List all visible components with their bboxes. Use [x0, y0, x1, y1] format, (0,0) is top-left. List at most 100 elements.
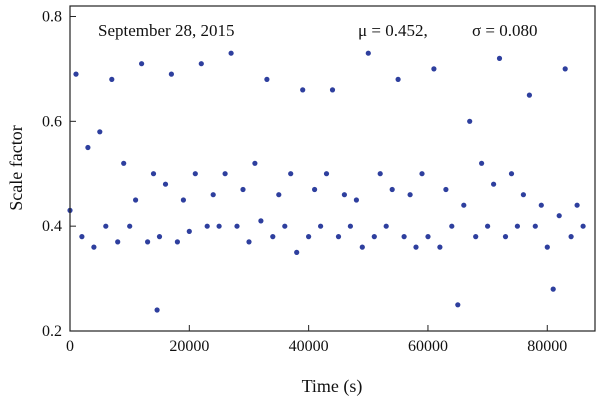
data-point — [300, 87, 306, 93]
data-point — [502, 234, 509, 240]
data-point — [377, 171, 383, 177]
data-point — [318, 223, 324, 229]
data-point — [401, 234, 407, 240]
data-point — [210, 192, 216, 198]
data-point — [389, 186, 395, 193]
data-point — [168, 71, 174, 77]
x-tick-label: 40000 — [289, 338, 329, 355]
data-point — [341, 192, 347, 198]
data-point — [455, 302, 461, 308]
data-point — [133, 197, 139, 203]
data-point — [204, 223, 210, 229]
y-tick-label: 0.8 — [42, 8, 62, 25]
data-points — [67, 50, 586, 313]
data-point — [425, 234, 431, 240]
data-point — [97, 129, 103, 135]
data-point — [192, 171, 198, 177]
data-point — [323, 171, 330, 177]
data-point — [526, 92, 533, 98]
data-point — [538, 202, 544, 208]
data-point — [294, 249, 300, 255]
data-point — [162, 181, 169, 187]
data-point — [544, 244, 550, 250]
data-point — [174, 239, 180, 245]
data-point — [246, 239, 252, 245]
y-axis-label: Scale factor — [6, 125, 26, 210]
annotation-mu: μ = 0.452, — [358, 21, 428, 40]
data-point — [109, 76, 115, 82]
plot-frame — [69, 5, 596, 332]
x-axis-label: Time (s) — [302, 376, 363, 397]
data-point — [240, 186, 246, 193]
x-tick-label: 60000 — [408, 338, 448, 355]
y-ticks: 0.2 0.4 0.6 0.8 — [42, 8, 76, 340]
data-point — [150, 171, 157, 177]
data-point — [270, 234, 276, 240]
data-point — [85, 144, 91, 151]
x-tick-label: 0 — [66, 338, 74, 355]
data-point — [258, 218, 264, 224]
data-point — [329, 87, 336, 93]
data-point — [383, 223, 389, 229]
data-point — [264, 76, 270, 82]
data-point — [473, 234, 479, 240]
data-point — [353, 197, 359, 203]
data-point — [312, 186, 318, 193]
data-point — [532, 223, 538, 229]
data-point — [371, 234, 377, 240]
annotation-sigma: σ = 0.080 — [472, 21, 538, 40]
data-point — [335, 234, 342, 240]
data-point — [234, 223, 240, 229]
data-point — [413, 244, 419, 250]
data-point — [180, 197, 186, 203]
data-point — [443, 186, 449, 193]
data-point — [347, 223, 353, 229]
x-tick-label: 20000 — [169, 338, 209, 355]
data-point — [222, 171, 228, 177]
annotation-date: September 28, 2015 — [98, 21, 234, 40]
data-point — [467, 118, 473, 124]
data-point — [580, 223, 586, 229]
data-point — [198, 61, 204, 67]
data-point — [91, 244, 97, 250]
data-point — [115, 239, 121, 245]
y-tick-label: 0.4 — [42, 218, 62, 235]
data-point — [461, 202, 467, 208]
data-point — [145, 239, 151, 245]
data-point — [186, 228, 192, 234]
data-point — [556, 213, 562, 219]
data-point — [79, 234, 85, 240]
data-point — [121, 160, 127, 166]
axes: 0 20000 40000 60000 80000 0.2 0.4 0.6 0.8 — [42, 5, 596, 355]
data-point — [479, 160, 485, 166]
data-point — [365, 50, 371, 56]
data-point — [485, 223, 491, 229]
data-point — [252, 160, 258, 166]
data-point — [407, 192, 413, 198]
data-point — [520, 192, 527, 198]
y-tick-label: 0.2 — [42, 323, 62, 340]
data-point — [437, 244, 443, 250]
data-point — [568, 234, 574, 240]
data-point — [449, 223, 455, 229]
data-point — [156, 234, 163, 240]
y-tick-label: 0.6 — [42, 113, 62, 130]
data-point — [306, 234, 312, 240]
data-point — [359, 244, 365, 250]
x-ticks: 0 20000 40000 60000 80000 — [66, 325, 567, 355]
x-tick-label: 80000 — [527, 338, 567, 355]
data-point — [562, 66, 568, 72]
data-point — [127, 223, 133, 229]
data-point — [431, 66, 437, 72]
data-point — [419, 171, 425, 177]
data-point — [282, 223, 288, 229]
data-point — [508, 171, 515, 177]
data-point — [491, 181, 497, 187]
data-point — [550, 286, 556, 292]
data-point — [154, 307, 160, 313]
data-point — [514, 223, 521, 229]
data-point — [496, 55, 503, 62]
data-point — [228, 50, 234, 56]
data-point — [288, 171, 294, 177]
